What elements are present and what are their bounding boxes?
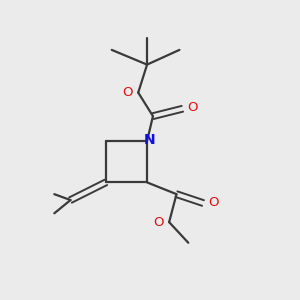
Text: O: O <box>208 196 219 208</box>
Text: N: N <box>144 133 156 147</box>
Text: O: O <box>122 86 133 99</box>
Text: O: O <box>153 216 164 229</box>
Text: O: O <box>188 101 198 114</box>
